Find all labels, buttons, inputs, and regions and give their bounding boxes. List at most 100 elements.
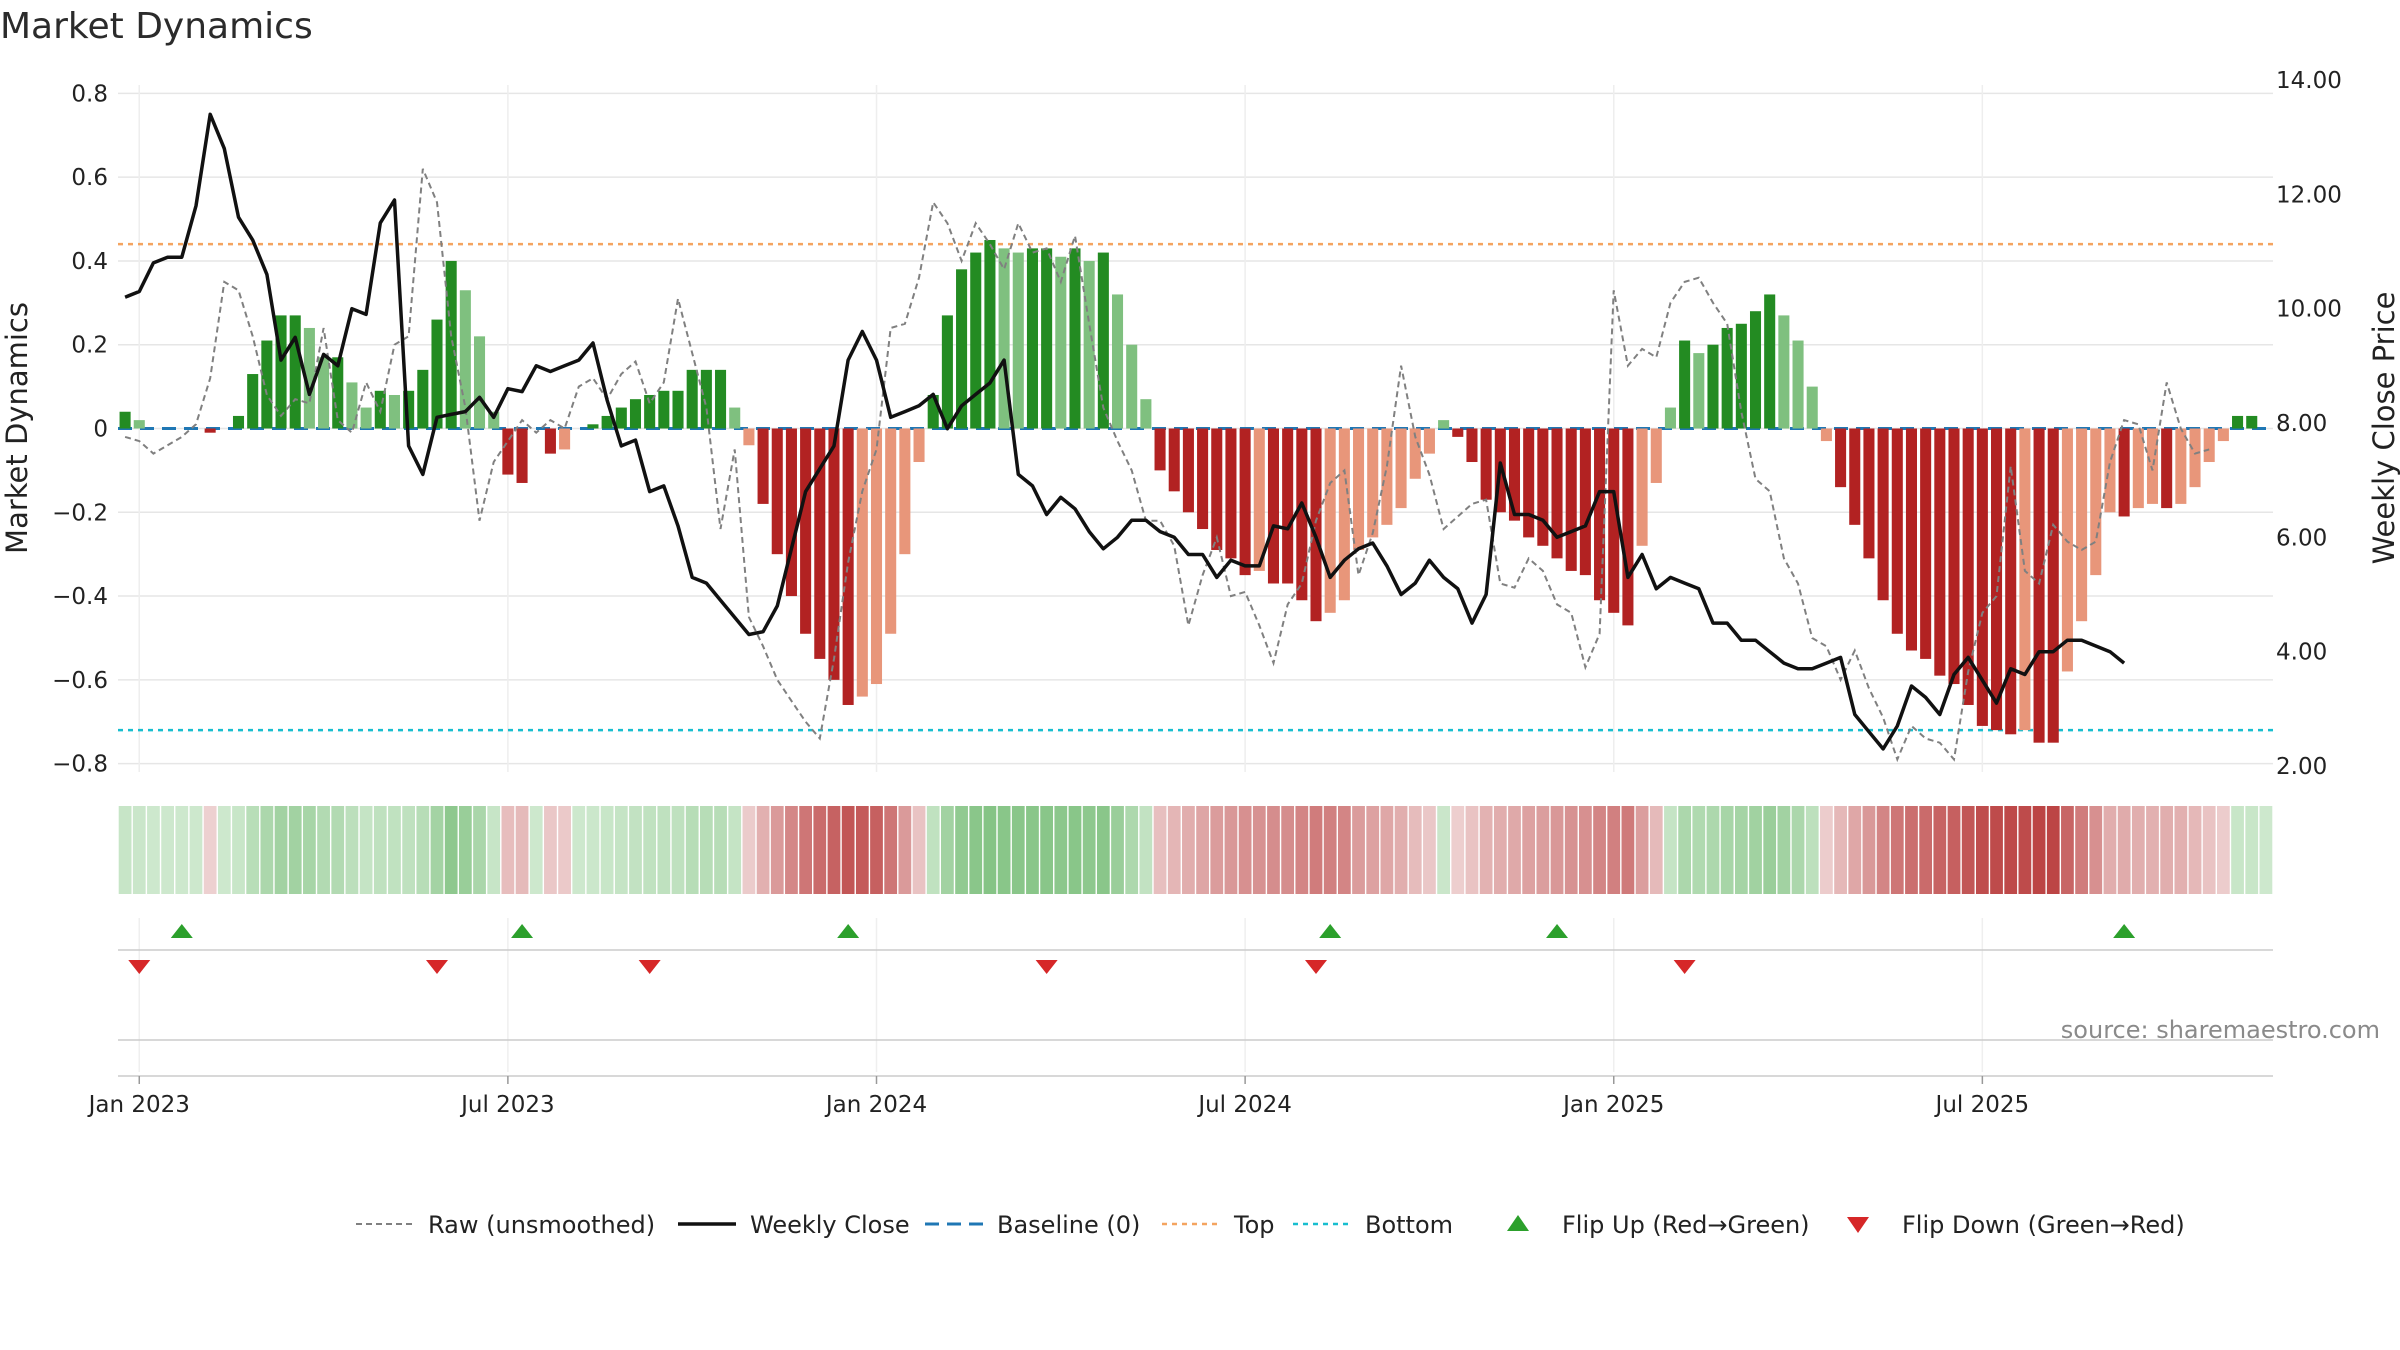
dynamics-bar	[1423, 428, 1435, 454]
dynamics-bars	[119, 239, 2258, 743]
dynamics-bar	[1324, 428, 1336, 613]
strip-cell	[288, 806, 302, 894]
dynamics-bar	[757, 428, 769, 504]
dynamics-bar	[1735, 323, 1747, 429]
strip-cell	[714, 806, 727, 894]
legend-item: Flip Down (Green→Red)	[1847, 1211, 2185, 1239]
strip-cell	[2216, 806, 2230, 894]
dynamics-bar	[998, 248, 1010, 429]
flip-up-marker	[1319, 924, 1342, 938]
dynamics-bar	[1523, 428, 1535, 538]
strip-cell	[2245, 806, 2259, 894]
dynamics-bar	[1537, 428, 1549, 546]
strip-cell	[2089, 806, 2103, 894]
dynamics-bar	[1466, 428, 1478, 463]
strip-cell	[1664, 806, 1677, 894]
left-tick-label: −0.8	[52, 752, 108, 778]
series-lines	[124, 112, 2210, 763]
dynamics-bar	[828, 428, 840, 680]
dynamics-bar	[1749, 311, 1762, 429]
dynamics-bar	[232, 415, 245, 429]
dynamics-bar	[1891, 428, 1903, 634]
dynamics-bar	[2132, 428, 2144, 509]
left-axis-label: Market Dynamics	[0, 302, 34, 554]
dynamics-bar	[814, 428, 826, 659]
dynamics-bar	[1197, 428, 1209, 530]
legend-flip-down-swatch	[1847, 1217, 1869, 1233]
strip-cell	[1890, 806, 1904, 894]
strip-cell	[785, 806, 798, 894]
strip-cell	[118, 806, 132, 894]
x-tick-label: Jan 2025	[1561, 1092, 1664, 1118]
dynamics-bar	[1310, 428, 1322, 622]
strip-cell	[473, 806, 486, 894]
strip-cell	[529, 806, 543, 894]
dynamics-bar	[1353, 428, 1365, 550]
strip-cell	[969, 806, 983, 894]
strip-cell	[1295, 806, 1309, 894]
legend-item: Top	[1162, 1211, 1275, 1239]
legend-item: Flip Up (Red→Green)	[1507, 1211, 1810, 1239]
dynamics-bar	[1097, 252, 1109, 429]
dynamics-bar	[303, 327, 315, 429]
legend-label: Flip Up (Red→Green)	[1562, 1211, 1810, 1239]
dynamics-bar	[431, 319, 443, 429]
strip-cell	[2018, 806, 2032, 894]
dynamics-bar	[360, 407, 372, 429]
strip-cell	[1593, 806, 1606, 894]
strip-cell	[1749, 806, 1762, 894]
strip-cell	[841, 806, 855, 894]
strip-cell	[373, 806, 387, 894]
dynamics-bar	[445, 260, 457, 429]
strip-cell	[1692, 806, 1706, 894]
strip-cell	[884, 806, 898, 894]
strip-cell	[1111, 806, 1124, 894]
dynamics-bar	[403, 390, 415, 429]
strip-cell	[1139, 806, 1153, 894]
dynamics-bar	[1225, 428, 1237, 559]
dynamics-bar	[899, 428, 911, 555]
flip-markers-panel	[118, 918, 2273, 1077]
strip-cell	[416, 806, 430, 894]
strip-cell	[1096, 806, 1110, 894]
strip-cell	[1465, 806, 1479, 894]
dynamics-bar	[644, 394, 656, 429]
dynamics-bar	[1835, 428, 1847, 488]
strip-cell	[1649, 806, 1663, 894]
dynamics-bar	[2232, 415, 2244, 429]
dynamics-bar	[2005, 428, 2017, 735]
dynamics-bar	[1211, 428, 1223, 550]
dynamics-bar	[1239, 428, 1251, 576]
dynamics-bar	[2090, 428, 2102, 576]
dynamics-bar	[587, 424, 599, 429]
strip-cell	[317, 806, 330, 894]
strip-cell	[1919, 806, 1933, 894]
dynamics-bar	[2146, 428, 2159, 504]
dynamics-bar	[459, 290, 471, 429]
strip-cell	[586, 806, 600, 894]
dynamics-bar	[1877, 428, 1889, 601]
dynamics-bar	[743, 428, 755, 446]
strip-cell	[1054, 806, 1068, 894]
dynamics-bar	[1026, 248, 1038, 429]
dynamics-bar	[1579, 428, 1591, 576]
x-tick-label: Jul 2024	[1196, 1092, 1292, 1118]
dynamics-bar	[970, 252, 982, 429]
dynamics-bar	[516, 428, 528, 483]
x-tick-label: Jul 2023	[459, 1092, 555, 1118]
dynamics-bar	[2175, 428, 2187, 504]
dynamics-bar	[800, 428, 812, 634]
dynamics-bar	[1565, 428, 1577, 571]
dynamics-bar	[2019, 428, 2031, 731]
strip-cell	[1777, 806, 1791, 894]
strip-cell	[1536, 806, 1550, 894]
strip-cell	[1451, 806, 1465, 894]
strip-cell	[1820, 806, 1833, 894]
strip-cell	[2174, 806, 2188, 894]
dynamics-bar	[629, 399, 642, 429]
dynamics-bar	[1409, 428, 1421, 479]
strip-cell	[274, 806, 288, 894]
strip-cell	[1862, 806, 1876, 894]
dynamics-bar	[1693, 353, 1705, 429]
strip-cell	[1763, 806, 1777, 894]
